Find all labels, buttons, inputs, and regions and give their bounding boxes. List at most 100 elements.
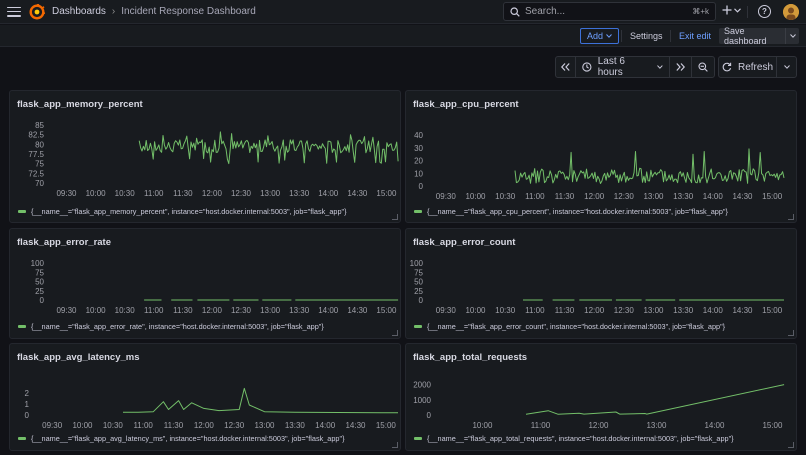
x-axis-tick-label: 11:00	[144, 306, 164, 315]
resize-handle-icon[interactable]	[392, 214, 398, 220]
search-input[interactable]: Search... ⌘+k	[503, 2, 716, 21]
x-axis-tick-label: 11:00	[531, 421, 551, 430]
help-icon[interactable]: ?	[758, 5, 771, 18]
chevron-down-icon	[734, 7, 741, 13]
x-axis-tick-label: 11:30	[555, 306, 575, 315]
legend-label: {__name__="flask_app_cpu_percent", insta…	[427, 207, 728, 216]
time-range-picker[interactable]: Last 6 hours	[576, 56, 670, 78]
panel-flask-app-memory-percent[interactable]: flask_app_memory_percent 85 82.5 80 77.5 75 72…	[9, 90, 401, 223]
x-axis-tick-label: 11:30	[555, 192, 575, 201]
panel-flask-app-error-count[interactable]: flask_app_error_count 100 75 50 25 0 09:30 10:0…	[405, 228, 797, 339]
save-dashboard-label: Save dashboard	[724, 26, 767, 46]
legend-color-swatch	[18, 210, 26, 213]
breadcrumb-dashboards[interactable]: Dashboards	[52, 6, 106, 17]
zoom-forward-icon[interactable]	[670, 57, 692, 77]
resize-handle-icon[interactable]	[788, 214, 794, 220]
chart-legend-item[interactable]: {__name__="flask_app_error_rate", instan…	[18, 322, 324, 331]
panel-flask-app-error-rate[interactable]: flask_app_error_rate 100 75 50 25 0 09:30 10:00…	[9, 228, 401, 339]
y-axis-tick-label: 70	[35, 179, 44, 188]
x-axis-tick-label: 14:00	[703, 192, 724, 201]
y-axis-tick-label: 20	[414, 157, 423, 166]
y-axis-tick-label: 100	[31, 259, 45, 268]
add-button-label: Add	[587, 31, 604, 41]
search-shortcut: ⌘+k	[692, 7, 709, 16]
zoom-out-icon[interactable]	[692, 57, 714, 77]
x-axis-tick-label: 12:30	[614, 306, 635, 315]
x-axis-tick-label: 11:30	[173, 189, 193, 198]
legend-label: {__name__="flask_app_avg_latency_ms", in…	[31, 434, 345, 443]
x-axis-tick-label: 10:00	[472, 421, 493, 430]
panel-flask-app-total-requests[interactable]: flask_app_total_requests 2000 1000 0 10:00 11…	[405, 343, 797, 451]
x-axis-tick-label: 14:00	[318, 306, 339, 315]
new-menu-button[interactable]	[722, 5, 741, 15]
timeseries-chart[interactable]: 40 30 20 10 0 09:30 10:00 10:30 11:00 11:30 12:00 1…	[406, 91, 798, 224]
time-range-label: Last 6 hours	[597, 56, 625, 78]
x-axis-tick-label: 14:30	[345, 421, 366, 430]
x-axis-tick-label: 10:30	[103, 421, 124, 430]
save-dashboard-button[interactable]: Save dashboard	[719, 26, 799, 46]
timeseries-chart[interactable]: 2000 1000 0 10:00 11:00 12:00 13:00 14:00 15:00	[406, 344, 798, 452]
panel-title[interactable]: flask_app_error_count	[413, 237, 516, 248]
legend-color-swatch	[18, 325, 26, 328]
y-axis-tick-label: 10	[414, 169, 423, 178]
y-axis-tick-label: 2000	[413, 381, 431, 390]
y-axis-tick-label: 77.5	[28, 150, 44, 159]
user-avatar[interactable]	[783, 4, 799, 20]
y-axis-tick-label: 25	[414, 287, 423, 296]
panel-title[interactable]: flask_app_avg_latency_ms	[17, 352, 140, 363]
legend-color-swatch	[414, 210, 422, 213]
save-options-chevron-icon[interactable]	[785, 28, 799, 44]
x-axis-tick-label: 12:30	[231, 189, 252, 198]
panel-title[interactable]: flask_app_cpu_percent	[413, 99, 519, 110]
settings-button[interactable]: Settings	[630, 31, 663, 41]
zoom-back-icon[interactable]	[556, 57, 576, 77]
chart-legend-item[interactable]: {__name__="flask_app_cpu_percent", insta…	[414, 207, 728, 216]
breadcrumb-separator: ›	[111, 6, 116, 17]
resize-handle-icon[interactable]	[788, 442, 794, 448]
x-axis-tick-label: 14:00	[318, 189, 339, 198]
panel-title[interactable]: flask_app_error_rate	[17, 237, 111, 248]
panel-flask-app-avg-latency-ms[interactable]: flask_app_avg_latency_ms 2 1 0 09:30 10:00 10:…	[9, 343, 401, 451]
x-axis-tick-label: 14:00	[703, 306, 724, 315]
chevron-down-icon	[657, 65, 663, 69]
panel-title[interactable]: flask_app_total_requests	[413, 352, 528, 363]
series-line	[138, 131, 399, 165]
x-axis-tick-label: 10:30	[495, 192, 516, 201]
x-axis-tick-label: 13:00	[643, 192, 664, 201]
resize-handle-icon[interactable]	[392, 330, 398, 336]
timeseries-chart[interactable]: 2 1 0 09:30 10:00 10:30 11:00 11:30 12:00 12:30 13…	[10, 344, 402, 452]
exit-edit-button[interactable]: Exit edit	[679, 31, 712, 41]
y-axis-tick-label: 25	[35, 287, 44, 296]
chart-legend-item[interactable]: {__name__="flask_app_memory_percent", in…	[18, 207, 347, 216]
grafana-logo[interactable]	[29, 3, 45, 20]
resize-handle-icon[interactable]	[392, 442, 398, 448]
breadcrumb-current-dashboard: Incident Response Dashboard	[121, 6, 256, 17]
add-button[interactable]: Add	[580, 28, 620, 44]
x-axis-tick-label: 11:30	[164, 421, 184, 430]
toolbar-divider	[621, 30, 622, 42]
legend-color-swatch	[414, 325, 422, 328]
y-axis-tick-label: 1	[25, 400, 30, 409]
panel-flask-app-cpu-percent[interactable]: flask_app_cpu_percent 40 30 20 10 0 09:30 10:00…	[405, 90, 797, 223]
chart-legend-item[interactable]: {__name__="flask_app_avg_latency_ms", in…	[18, 434, 345, 443]
chevron-down-icon	[606, 34, 612, 38]
x-axis-tick-label: 10:00	[465, 192, 486, 201]
refresh-interval-chevron-icon[interactable]	[777, 57, 796, 77]
chart-legend-item[interactable]: {__name__="flask_app_error_count", insta…	[414, 322, 725, 331]
panel-title[interactable]: flask_app_memory_percent	[17, 99, 143, 110]
refresh-button[interactable]: Refresh	[719, 57, 777, 77]
x-axis-tick-label: 10:30	[115, 189, 136, 198]
chart-legend-item[interactable]: {__name__="flask_app_total_requests", in…	[414, 434, 734, 443]
resize-handle-icon[interactable]	[788, 330, 794, 336]
menu-icon[interactable]	[7, 6, 21, 17]
y-axis-tick-label: 0	[427, 411, 432, 420]
y-axis-tick-label: 0	[419, 296, 424, 305]
x-axis-tick-label: 12:00	[194, 421, 215, 430]
series-line	[514, 148, 785, 184]
refresh-label: Refresh	[737, 61, 773, 73]
y-axis-tick-label: 0	[25, 411, 30, 420]
x-axis-tick-label: 14:30	[732, 192, 753, 201]
